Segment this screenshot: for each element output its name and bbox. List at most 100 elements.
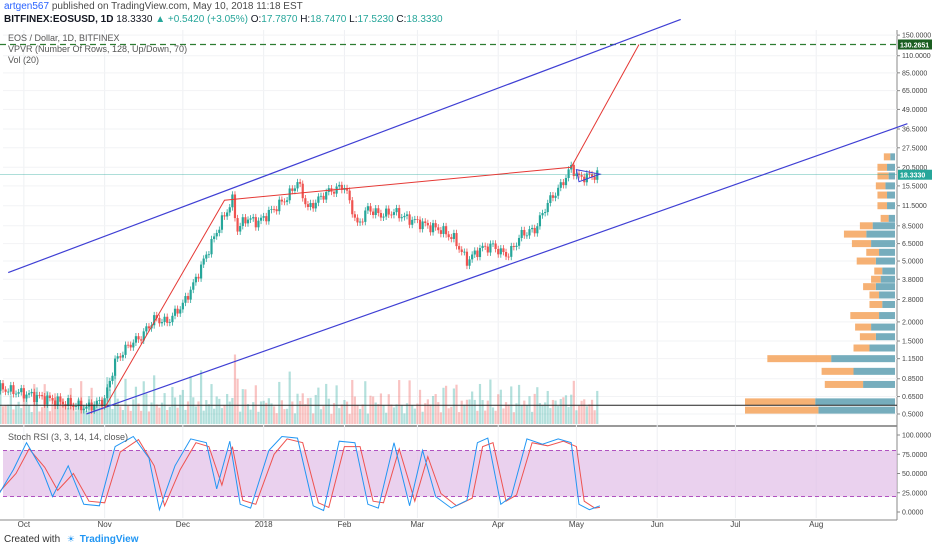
candle-body bbox=[559, 182, 562, 188]
volume-bar bbox=[471, 391, 474, 424]
vpvr-down-bar bbox=[869, 300, 883, 308]
stoch-legend[interactable]: Stoch RSI (3, 3, 14, 14, close) bbox=[8, 432, 129, 442]
candle-body bbox=[299, 182, 302, 184]
candle-body bbox=[158, 317, 161, 324]
volume-bar bbox=[265, 402, 268, 424]
candle-body bbox=[418, 219, 422, 230]
vpvr-up-bar bbox=[869, 344, 895, 352]
candle-body bbox=[377, 208, 380, 214]
price-tick-label: 65.0000 bbox=[902, 88, 927, 95]
volume-bar bbox=[25, 394, 28, 424]
vpvr-up-bar bbox=[875, 333, 895, 341]
ohlc-line: BITFINEX:EOSUSD, 1D 18.3330 ▲ +0.5420 (+… bbox=[4, 14, 443, 25]
volume-legend[interactable]: Vol (20) bbox=[8, 55, 40, 65]
candle-body bbox=[338, 184, 341, 187]
author-link[interactable]: artgen567 bbox=[4, 1, 50, 12]
candle-body bbox=[512, 246, 515, 247]
price-tick-label: 0.5000 bbox=[902, 411, 924, 418]
vpvr-up-bar bbox=[888, 214, 895, 222]
volume-bar bbox=[82, 405, 85, 424]
candle-body bbox=[325, 191, 328, 200]
volume-bar bbox=[358, 408, 362, 424]
candle-body bbox=[335, 186, 338, 194]
volume-bar bbox=[189, 376, 192, 424]
volume-bar bbox=[541, 405, 544, 424]
volume-bar bbox=[395, 404, 398, 424]
vpvr-down-bar bbox=[874, 267, 883, 275]
candle-body bbox=[398, 208, 401, 219]
open-value: 17.7870 bbox=[261, 14, 298, 25]
candle-body bbox=[215, 232, 218, 237]
candle-body bbox=[489, 243, 492, 253]
volume-bar bbox=[197, 401, 200, 424]
candle-body bbox=[580, 175, 583, 177]
volume-bar bbox=[520, 405, 523, 424]
volume-bar bbox=[531, 411, 534, 424]
vpvr-up-bar bbox=[879, 312, 895, 320]
publish-info: published on TradingView.com, May 10, 20… bbox=[51, 1, 303, 12]
candle-body bbox=[562, 182, 565, 186]
volume-bar bbox=[4, 405, 7, 424]
volume-bar bbox=[233, 354, 237, 424]
candle-body bbox=[588, 173, 591, 175]
volume-bar bbox=[127, 405, 130, 424]
volume-bar bbox=[382, 405, 385, 424]
candle-body bbox=[421, 221, 424, 230]
candle-body bbox=[416, 219, 419, 220]
stoch-d-line bbox=[0, 438, 600, 509]
volume-bar bbox=[155, 404, 158, 424]
price-tick-label: 0.8500 bbox=[902, 376, 924, 383]
price-tick-label: 2.8000 bbox=[902, 297, 924, 304]
volume-bar bbox=[137, 403, 140, 424]
candle-body bbox=[171, 315, 174, 323]
volume-bar bbox=[421, 411, 424, 424]
volume-bar bbox=[160, 402, 164, 424]
candle-body bbox=[213, 236, 216, 240]
tradingview-brand-link[interactable]: TradingView bbox=[79, 534, 139, 545]
candle-body bbox=[460, 249, 463, 253]
candle-body bbox=[33, 391, 36, 403]
volume-bar bbox=[575, 410, 578, 424]
volume-bar bbox=[369, 395, 372, 424]
vpvr-down-bar bbox=[745, 398, 816, 406]
volume-bar bbox=[262, 400, 265, 424]
volume-bar bbox=[259, 401, 263, 424]
volume-bar bbox=[27, 405, 31, 424]
candle-body bbox=[236, 218, 239, 232]
vpvr-down-bar bbox=[767, 355, 832, 363]
volume-bar bbox=[338, 408, 341, 424]
volume-bar bbox=[372, 396, 375, 424]
candle-body bbox=[218, 229, 221, 233]
candle-body bbox=[38, 395, 41, 396]
candle-body bbox=[515, 245, 518, 247]
candle-body bbox=[468, 259, 471, 266]
series-legend[interactable]: EOS / Dollar, 1D, BITFINEX bbox=[8, 33, 120, 43]
price-tick-label: 6.5000 bbox=[902, 241, 924, 248]
volume-bar bbox=[583, 399, 586, 424]
volume-bar bbox=[285, 408, 289, 424]
volume-bar bbox=[515, 403, 518, 424]
candle-body bbox=[43, 396, 46, 405]
volume-bar bbox=[30, 411, 33, 424]
candle-body bbox=[510, 246, 513, 257]
volume-bar bbox=[343, 400, 346, 424]
volume-bar bbox=[379, 393, 383, 424]
date-tick-label: Apr bbox=[492, 520, 505, 529]
volume-bar bbox=[452, 388, 456, 424]
vpvr-up-bar bbox=[885, 182, 895, 190]
vpvr-up-bar bbox=[863, 380, 895, 388]
volume-bar bbox=[181, 389, 184, 424]
volume-bar bbox=[145, 393, 148, 424]
vpvr-down-bar bbox=[843, 230, 867, 238]
candle-body bbox=[46, 395, 49, 405]
candle-body bbox=[392, 212, 396, 215]
symbol-label[interactable]: BITFINEX:EOSUSD, 1D bbox=[4, 14, 114, 25]
volume-bar bbox=[533, 393, 536, 424]
vpvr-down-bar bbox=[877, 202, 888, 210]
candle-body bbox=[390, 214, 393, 216]
candle-body bbox=[189, 289, 192, 300]
vpvr-legend[interactable]: VPVR (Number Of Rows, 128, Up/Down, 70) bbox=[8, 44, 188, 54]
stoch-tick-label: 75.0000 bbox=[902, 452, 927, 459]
candle-body bbox=[87, 402, 91, 407]
